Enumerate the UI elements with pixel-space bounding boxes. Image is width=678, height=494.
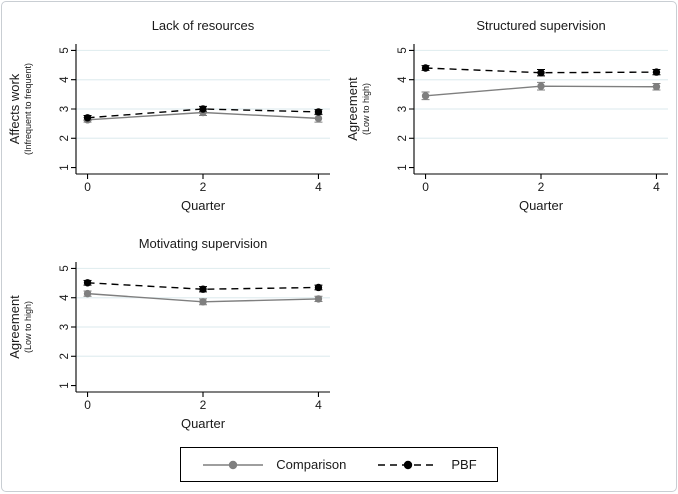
y-axis-sublabel-text: (Low to high)	[361, 82, 371, 136]
pbf-line-sample-icon	[378, 460, 439, 469]
svg-text:2: 2	[59, 353, 71, 359]
x-axis-label: Quarter	[180, 198, 226, 213]
svg-text:4: 4	[59, 294, 71, 301]
empty-cell	[340, 226, 676, 444]
comparison-line-sample-icon	[203, 460, 264, 469]
svg-text:1: 1	[59, 382, 71, 388]
plot-area: 1 2 3 4 5 0 2 4	[397, 44, 668, 194]
svg-text:2: 2	[59, 135, 71, 141]
y-axis-label: Agreement (Low to high)	[7, 262, 53, 392]
y-axis-label-text: Agreement	[345, 77, 360, 141]
svg-text:4: 4	[315, 398, 322, 412]
svg-text:4: 4	[397, 76, 409, 83]
y-axis-sublabel-text: (Low to high)	[23, 300, 33, 354]
legend-label: PBF	[451, 457, 477, 472]
plot-area: 1 2 3 4 5 0 2 4	[59, 262, 330, 412]
svg-text:4: 4	[653, 180, 660, 194]
y-axis-label: Agreement (Low to high)	[345, 44, 391, 174]
panel-grid: 1 2 3 4 5 0 2 4 Lack of resources Affects work …	[2, 2, 676, 444]
x-axis-label: Quarter	[180, 416, 226, 431]
svg-text:4: 4	[59, 76, 71, 83]
plot-area: 1 2 3 4 5 0 2 4	[59, 44, 330, 194]
svg-text:0: 0	[422, 180, 429, 194]
panel-title: Structured supervision	[476, 18, 606, 33]
svg-text:2: 2	[397, 135, 409, 141]
legend-label: Comparison	[276, 457, 347, 472]
svg-text:5: 5	[59, 47, 71, 53]
y-axis-label: Affects work (Infrequent to frequent)	[7, 44, 53, 174]
svg-text:4: 4	[315, 180, 322, 194]
legend-item-pbf: PBF	[376, 457, 477, 472]
svg-text:3: 3	[59, 324, 71, 330]
panel-motivating-supervision: 1 2 3 4 5 0 2 4 Motivating supervision Agreemen…	[2, 226, 340, 444]
y-axis-sublabel-text: (Infrequent to frequent)	[23, 62, 33, 156]
y-axis-label-text: Affects work	[7, 73, 22, 145]
svg-text:0: 0	[84, 398, 91, 412]
svg-text:5: 5	[397, 47, 409, 53]
x-axis-label: Quarter	[518, 198, 564, 213]
y-axis-label-text: Agreement	[7, 295, 22, 359]
panel-lack-of-resources: 1 2 3 4 5 0 2 4 Lack of resources Affects work …	[2, 8, 340, 226]
svg-text:5: 5	[59, 265, 71, 271]
legend-row: Comparison PBF	[2, 447, 676, 482]
legend: Comparison PBF	[180, 447, 498, 482]
panel-title: Motivating supervision	[138, 236, 268, 251]
legend-item-comparison: Comparison	[201, 457, 346, 472]
svg-text:2: 2	[538, 180, 545, 194]
svg-text:2: 2	[200, 398, 207, 412]
panel-structured-supervision: 1 2 3 4 5 0 2 4 Structured supervision Agreemen…	[340, 8, 676, 226]
svg-text:0: 0	[84, 180, 91, 194]
svg-text:3: 3	[59, 106, 71, 112]
svg-text:3: 3	[397, 106, 409, 112]
panel-title: Lack of resources	[151, 18, 255, 33]
svg-text:1: 1	[397, 164, 409, 170]
svg-text:1: 1	[59, 164, 71, 170]
svg-text:2: 2	[200, 180, 207, 194]
